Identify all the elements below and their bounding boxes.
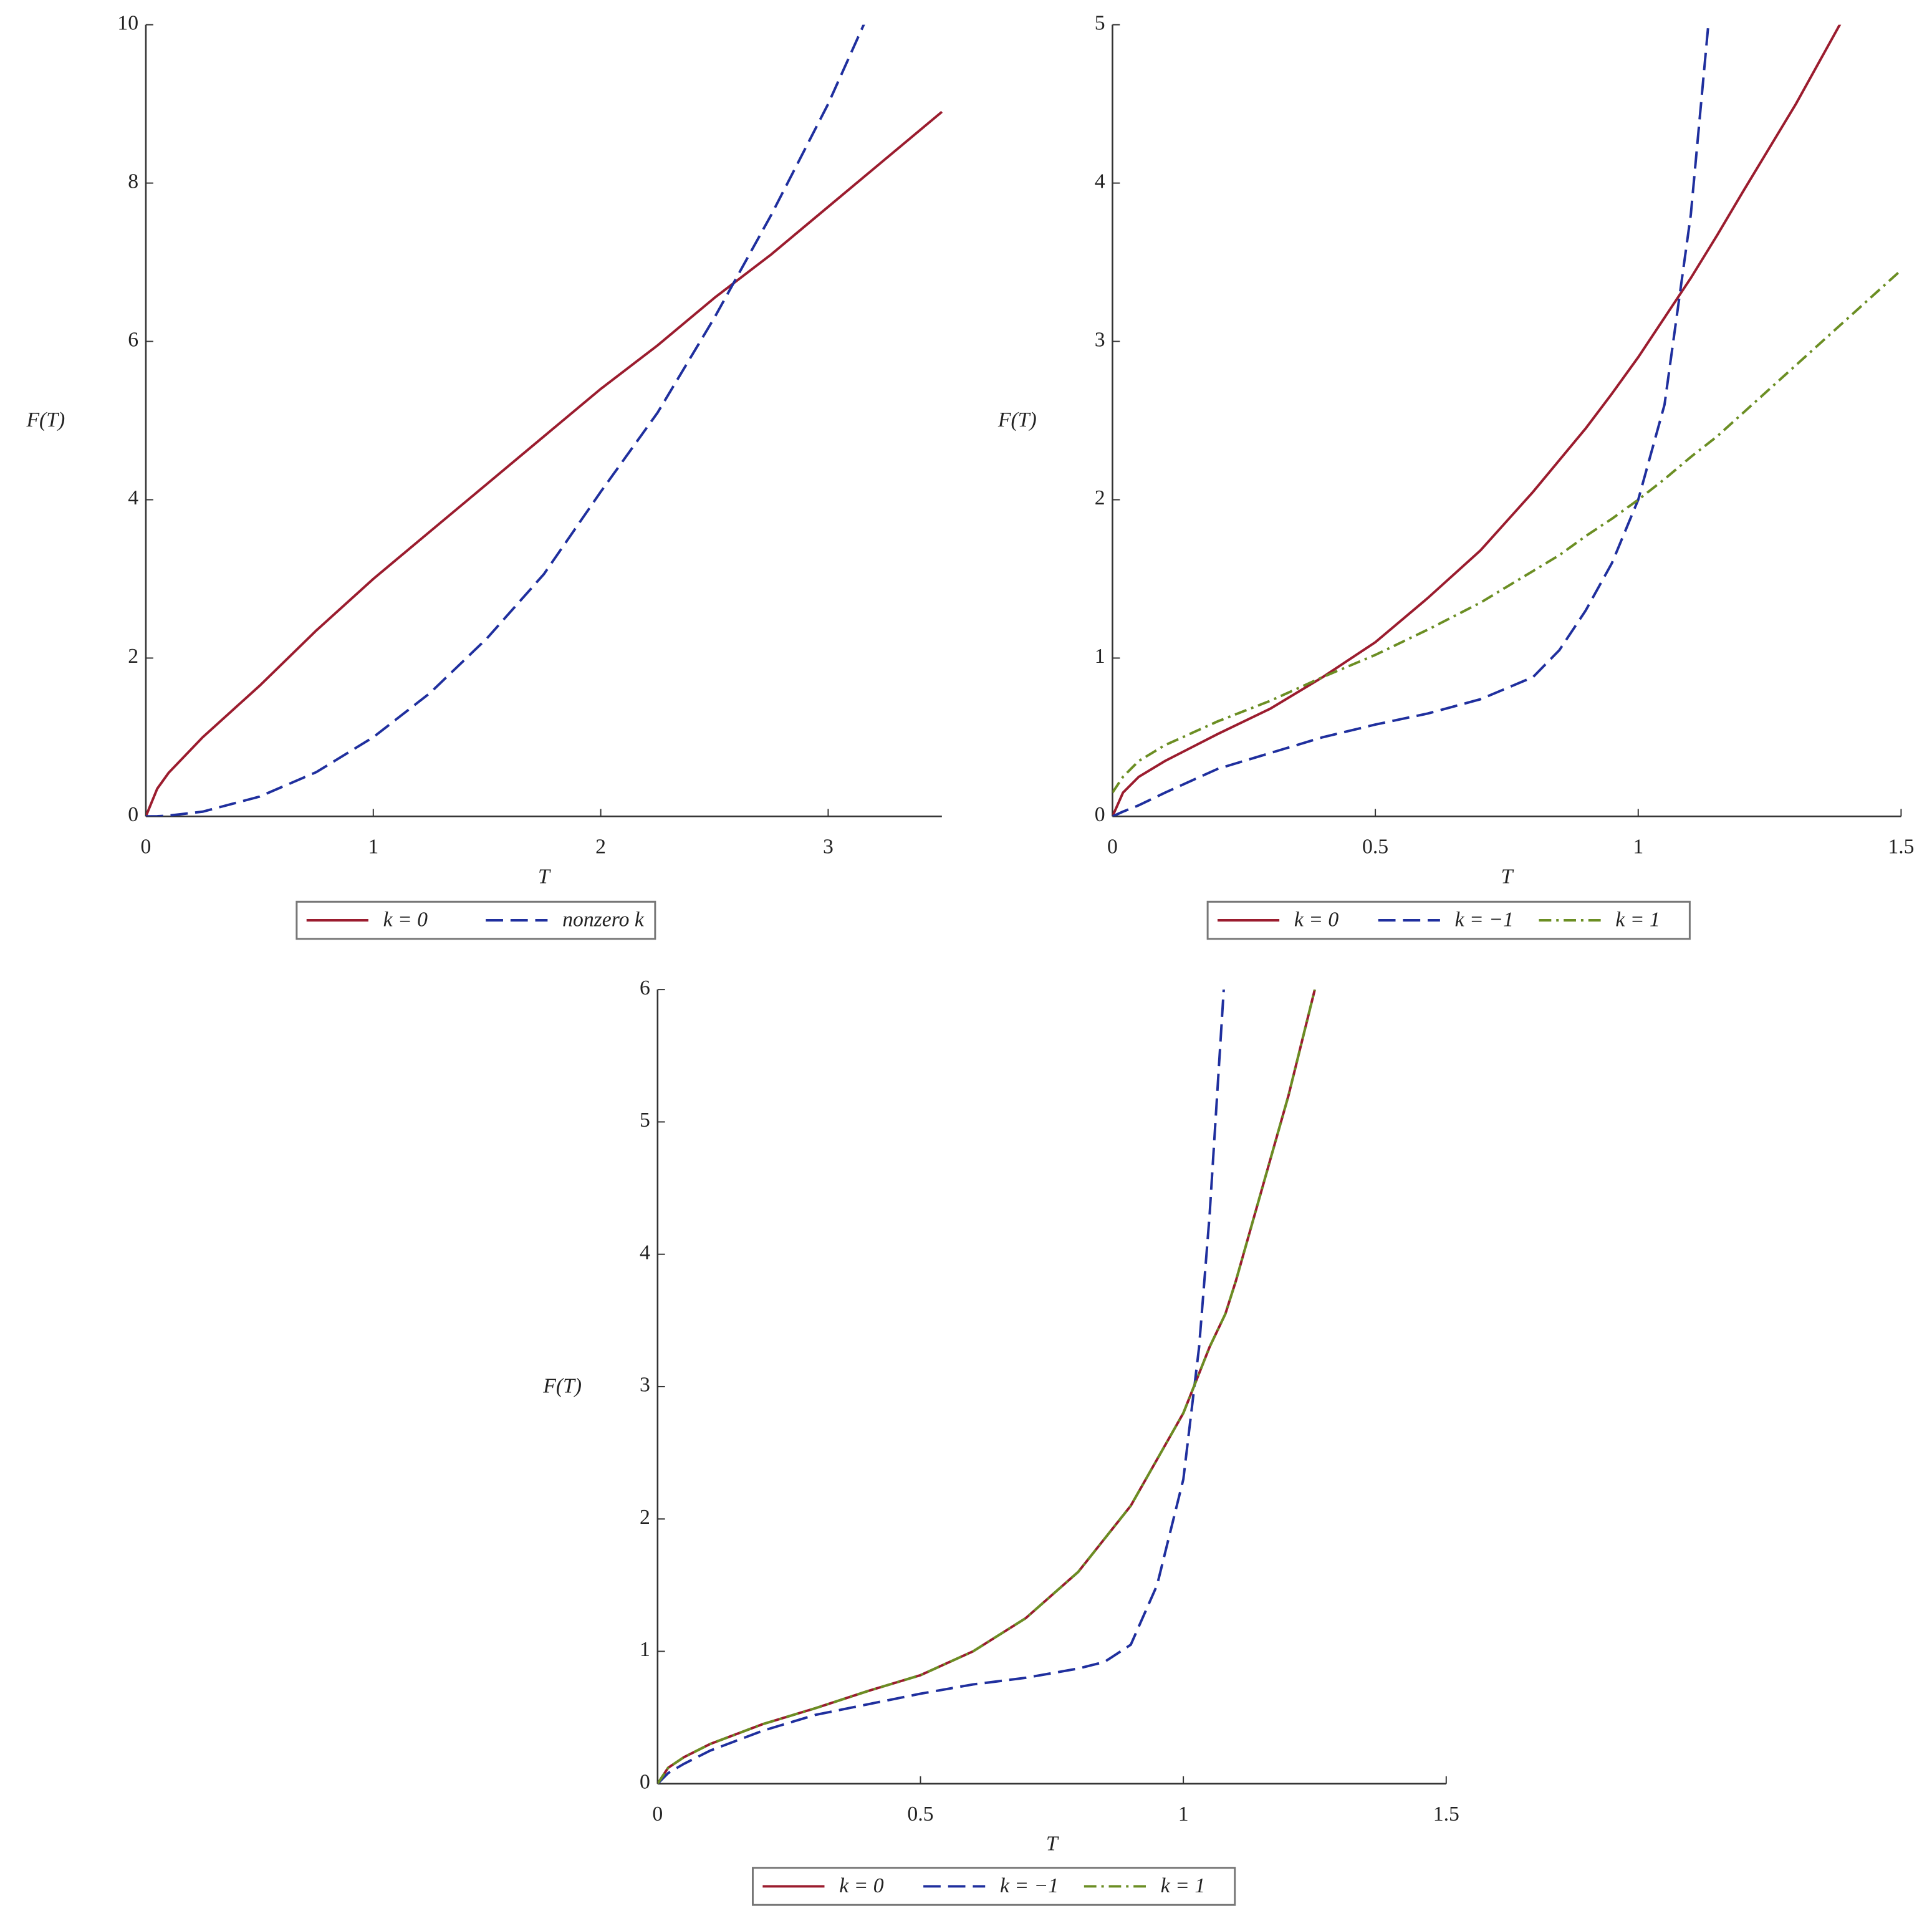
y-tick-label: 5 — [1095, 11, 1105, 34]
plot-area — [657, 989, 1316, 1784]
legend-box — [751, 1867, 1236, 1906]
legend-label: k = −1 — [1455, 908, 1514, 932]
y-tick-label: 2 — [640, 1506, 650, 1529]
x-axis-label: T — [538, 865, 551, 888]
y-axis-label: F(T) — [997, 408, 1037, 431]
y-tick-label: 4 — [640, 1241, 650, 1264]
x-axis-label: T — [1501, 865, 1514, 888]
legend-label: k = −1 — [1000, 1874, 1059, 1897]
series-line — [1112, 269, 1902, 794]
y-axis-label: F(T) — [542, 1375, 582, 1398]
x-tick-label: 0.5 — [1362, 835, 1388, 859]
series-line — [1112, 24, 1710, 817]
x-tick-label: 0.5 — [907, 1803, 933, 1826]
plot-area — [1112, 24, 1902, 817]
x-tick-label: 2 — [595, 835, 606, 859]
x-tick-label: 1.5 — [1433, 1803, 1459, 1826]
x-tick-label: 0 — [652, 1803, 663, 1826]
chart: 0 2 4 6 8 10 0 1 2 3 T F(T) k = 0 nonzero k — [26, 11, 943, 940]
legend-label: k = 0 — [839, 1874, 884, 1897]
series-line — [657, 989, 1225, 1784]
x-tick-label: 1.5 — [1888, 835, 1914, 859]
plot-area — [145, 24, 943, 817]
y-axis-label: F(T) — [26, 408, 65, 431]
legend-label: k = 1 — [1161, 1874, 1205, 1897]
chart: 0 1 2 3 4 5 0 0.5 1 1.5 T F(T) k = 0 k = −1 k = 1 — [997, 11, 1914, 940]
x-axis-label: T — [1046, 1832, 1059, 1856]
series-line — [1112, 24, 1842, 817]
y-tick-label: 0 — [640, 1771, 650, 1794]
y-tick-label: 1 — [640, 1638, 650, 1661]
y-tick-label: 10 — [117, 11, 138, 34]
y-tick-label: 6 — [128, 328, 138, 351]
legend-box — [1206, 900, 1691, 940]
series-line — [145, 110, 943, 817]
x-tick-label: 0 — [1107, 835, 1118, 859]
series-line — [657, 989, 1316, 1784]
y-tick-label: 2 — [128, 645, 138, 668]
x-tick-label: 1 — [1178, 1803, 1189, 1826]
legend-label: nonzero k — [562, 908, 645, 932]
y-tick-label: 4 — [1095, 170, 1105, 193]
y-tick-label: 5 — [640, 1109, 650, 1132]
x-tick-label: 3 — [823, 835, 834, 859]
y-tick-label: 4 — [128, 486, 138, 509]
legend-label: k = 0 — [383, 908, 428, 932]
series-line — [145, 24, 865, 817]
x-tick-label: 1 — [368, 835, 378, 859]
y-tick-label: 0 — [1095, 803, 1105, 826]
x-tick-label: 1 — [1633, 835, 1643, 859]
y-tick-label: 6 — [640, 976, 650, 999]
y-tick-label: 3 — [1095, 328, 1105, 351]
x-tick-label: 0 — [141, 835, 151, 859]
y-tick-label: 8 — [128, 170, 138, 193]
y-tick-label: 0 — [128, 803, 138, 826]
y-tick-label: 1 — [1095, 645, 1105, 668]
y-tick-label: 3 — [640, 1374, 650, 1397]
y-tick-label: 2 — [1095, 486, 1105, 509]
chart: 0 1 2 3 4 5 6 0 0.5 1 1.5 T F(T) k = 0 k = −1 k = 1 — [542, 976, 1459, 1906]
legend-label: k = 1 — [1615, 908, 1660, 932]
legend-label: k = 0 — [1294, 908, 1339, 932]
